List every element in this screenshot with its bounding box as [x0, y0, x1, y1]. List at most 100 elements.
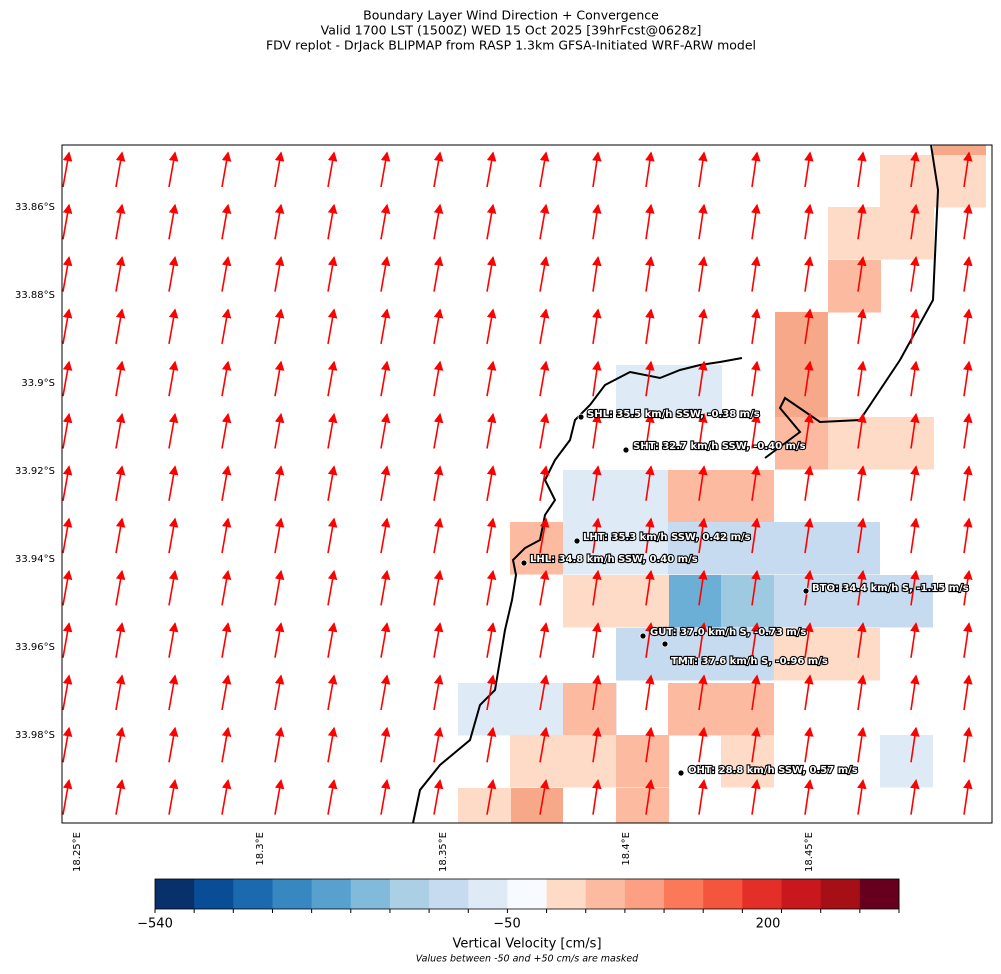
- wind-arrow: [963, 256, 973, 292]
- wind-arrow: [910, 308, 920, 345]
- wind-arrow: [804, 203, 814, 240]
- wind-arrow: [539, 779, 550, 815]
- wind-arrows: [62, 151, 973, 815]
- wind-arrow: [274, 674, 285, 711]
- wind-arrow: [804, 622, 814, 658]
- colorbar-bin: [272, 879, 313, 909]
- wind-arrow: [592, 256, 602, 292]
- wind-arrow: [539, 465, 550, 501]
- shade-cell: [828, 417, 934, 470]
- wind-arrow: [486, 674, 497, 711]
- wind-arrow: [274, 412, 285, 449]
- wind-arrow: [751, 569, 761, 606]
- wind-arrow: [963, 465, 973, 501]
- wind-arrow: [274, 622, 285, 658]
- wind-arrow: [592, 569, 602, 606]
- wind-arrow: [327, 569, 338, 606]
- wind-arrow: [645, 360, 655, 397]
- station-dot: [661, 640, 669, 648]
- colorbar-bin: [820, 879, 861, 909]
- wind-arrow: [804, 779, 814, 815]
- wind-arrow: [221, 569, 232, 606]
- lat-label: 33.9°S: [21, 378, 55, 389]
- wind-arrow: [327, 308, 338, 345]
- wind-arrow: [857, 308, 867, 345]
- wind-arrow: [963, 517, 973, 554]
- wind-arrow: [486, 726, 497, 763]
- wind-arrow: [804, 517, 814, 554]
- wind-arrow: [539, 674, 550, 711]
- wind-arrow: [804, 308, 814, 345]
- wind-arrow: [115, 412, 126, 449]
- wind-arrow: [168, 726, 179, 763]
- shade-cell: [721, 735, 774, 788]
- wind-arrow: [857, 256, 867, 292]
- wind-arrow: [380, 517, 391, 554]
- wind-arrow: [751, 412, 761, 449]
- wind-arrow: [168, 465, 179, 501]
- wind-arrow: [857, 569, 867, 606]
- wind-arrow: [698, 360, 708, 397]
- wind-arrow: [539, 151, 550, 188]
- wind-arrow: [592, 517, 602, 554]
- wind-arrow: [592, 726, 602, 763]
- wind-arrow: [804, 465, 814, 501]
- shade-cell: [563, 735, 616, 788]
- station-dot: [677, 769, 685, 777]
- wind-arrow: [62, 569, 73, 606]
- wind-arrow: [380, 360, 391, 397]
- station-dot: [573, 537, 581, 545]
- wind-arrow: [910, 203, 920, 240]
- station-dot: [622, 446, 630, 454]
- wind-arrow: [698, 517, 708, 554]
- wind-arrow: [645, 151, 655, 188]
- wind-arrow: [751, 465, 761, 501]
- shade-cell: [563, 470, 669, 523]
- shade-cell: [774, 575, 933, 628]
- wind-arrow: [857, 779, 867, 815]
- wind-arrow: [645, 412, 655, 449]
- wind-arrow: [539, 203, 550, 240]
- wind-arrow: [857, 151, 867, 188]
- wind-arrow: [433, 308, 444, 345]
- wind-arrow: [751, 308, 761, 345]
- wind-arrow: [592, 308, 602, 345]
- wind-arrow: [698, 726, 708, 763]
- wind-arrow: [751, 203, 761, 240]
- wind-arrow: [486, 465, 497, 501]
- shade-cell: [563, 522, 669, 575]
- wind-arrow: [168, 308, 179, 345]
- wind-arrow: [539, 622, 550, 658]
- station-label: LHL: 34.8 km/h SSW, 0.40 m/s: [530, 554, 698, 565]
- station-label: OHT: 28.8 km/h SSW, 0.57 m/s: [688, 765, 858, 776]
- wind-arrow: [380, 151, 391, 188]
- wind-arrow: [910, 465, 920, 501]
- wind-arrow: [698, 151, 708, 188]
- lon-label: 18.45°E: [804, 832, 815, 872]
- lon-label: 18.35°E: [438, 832, 449, 872]
- wind-arrow: [857, 517, 867, 554]
- wind-arrow: [963, 674, 973, 711]
- wind-arrow: [274, 360, 285, 397]
- station-dot: [639, 632, 647, 640]
- station-dot: [577, 413, 585, 421]
- colorbar-bin: [389, 879, 430, 909]
- colorbar-bin: [194, 879, 234, 909]
- wind-arrow: [62, 308, 73, 345]
- wind-arrow: [592, 412, 602, 449]
- colorbar-bin: [311, 879, 352, 909]
- wind-arrow: [62, 412, 73, 449]
- wind-arrow: [433, 151, 444, 188]
- lat-label: 33.98°S: [15, 730, 55, 741]
- wind-arrow: [221, 203, 232, 240]
- wind-arrow: [221, 674, 232, 711]
- wind-arrow: [327, 412, 338, 449]
- wind-arrow: [168, 412, 179, 449]
- wind-arrow: [910, 726, 920, 763]
- title-line: FDV replot - DrJack BLIPMAP from RASP 1.…: [266, 38, 756, 53]
- lat-label: 33.96°S: [15, 642, 55, 653]
- colorbar-bin: [468, 879, 508, 909]
- wind-arrow: [221, 779, 232, 815]
- wind-arrow: [486, 256, 497, 292]
- colorbar-bin: [233, 879, 273, 909]
